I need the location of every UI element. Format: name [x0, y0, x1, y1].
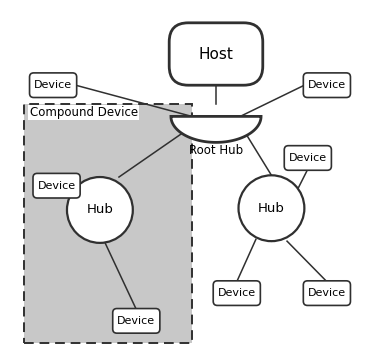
- Text: Device: Device: [308, 288, 346, 298]
- Text: Device: Device: [289, 153, 327, 163]
- FancyBboxPatch shape: [213, 281, 260, 305]
- Text: Hub: Hub: [258, 202, 285, 215]
- Text: Device: Device: [308, 80, 346, 90]
- Text: Device: Device: [117, 316, 155, 326]
- Text: Device: Device: [34, 80, 72, 90]
- FancyBboxPatch shape: [284, 146, 331, 170]
- Text: Root Hub: Root Hub: [189, 144, 243, 157]
- FancyBboxPatch shape: [24, 104, 192, 343]
- PathPatch shape: [171, 116, 261, 142]
- FancyBboxPatch shape: [30, 73, 77, 97]
- FancyBboxPatch shape: [303, 281, 350, 305]
- FancyBboxPatch shape: [33, 173, 80, 198]
- Text: Device: Device: [38, 181, 76, 191]
- Text: Host: Host: [199, 47, 233, 61]
- Circle shape: [67, 177, 133, 243]
- FancyBboxPatch shape: [303, 73, 350, 97]
- FancyBboxPatch shape: [113, 309, 160, 333]
- Text: Compound Device: Compound Device: [30, 106, 138, 119]
- Text: Hub: Hub: [87, 204, 113, 217]
- Circle shape: [239, 175, 304, 241]
- FancyBboxPatch shape: [169, 23, 263, 85]
- Text: Device: Device: [218, 288, 256, 298]
